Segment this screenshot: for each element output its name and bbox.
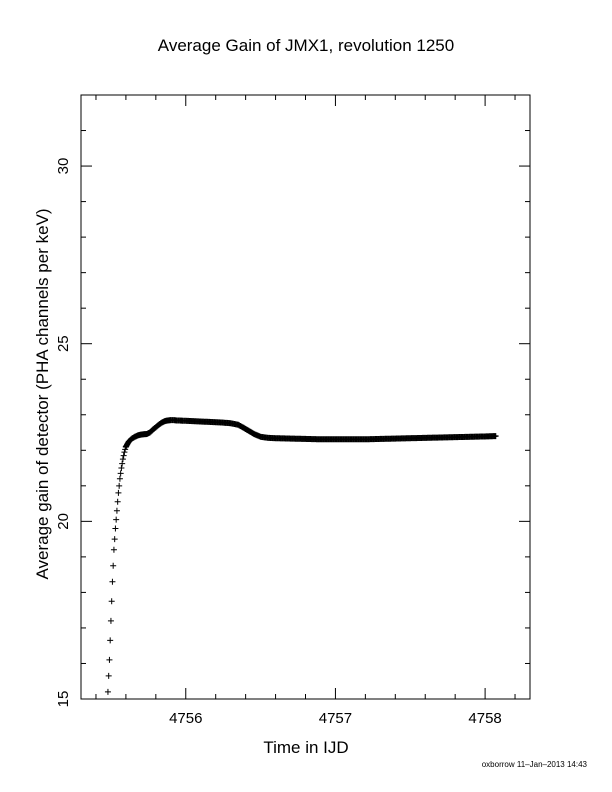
data-point (110, 562, 117, 569)
data-point (119, 460, 126, 467)
footer-credit: oxborrow 11–Jan–2013 14:43 (481, 760, 587, 769)
data-point (113, 516, 120, 523)
y-axis-label: Average gain of detector (PHA channels p… (33, 208, 52, 580)
data-point (114, 498, 121, 505)
y-tick-label: 20 (55, 513, 72, 530)
data-point (115, 489, 122, 496)
data-point (105, 672, 112, 679)
data-point (116, 475, 123, 482)
y-tick-label: 30 (55, 158, 72, 175)
data-point (121, 449, 128, 456)
data-point (107, 617, 114, 624)
tick-labels: 4756 4757 4758 15 20 25 30 (55, 158, 502, 727)
data-point (107, 637, 114, 644)
data-point (111, 536, 118, 543)
data-point (120, 452, 127, 459)
x-tick-label: 4756 (169, 710, 202, 727)
data-point (104, 688, 111, 695)
data-point (117, 470, 124, 477)
data-points (104, 417, 499, 695)
data-point (106, 656, 113, 663)
chart-title: Average Gain of JMX1, revolution 1250 (157, 36, 455, 55)
plot-frame (80, 94, 531, 700)
data-point (118, 465, 125, 472)
data-point (492, 433, 499, 440)
y-tick-label: 25 (55, 335, 72, 352)
data-point (116, 482, 123, 489)
y-tick-label: 15 (55, 691, 72, 708)
data-point (113, 507, 120, 514)
x-tick-label: 4758 (468, 710, 501, 727)
axis-ticks (81, 94, 530, 700)
x-axis-label: Time in IJD (263, 738, 349, 757)
x-tick-label: 4757 (319, 710, 352, 727)
data-point (109, 578, 116, 585)
data-point (108, 598, 115, 605)
data-point (112, 525, 119, 532)
data-point (119, 456, 126, 463)
data-point (110, 546, 117, 553)
